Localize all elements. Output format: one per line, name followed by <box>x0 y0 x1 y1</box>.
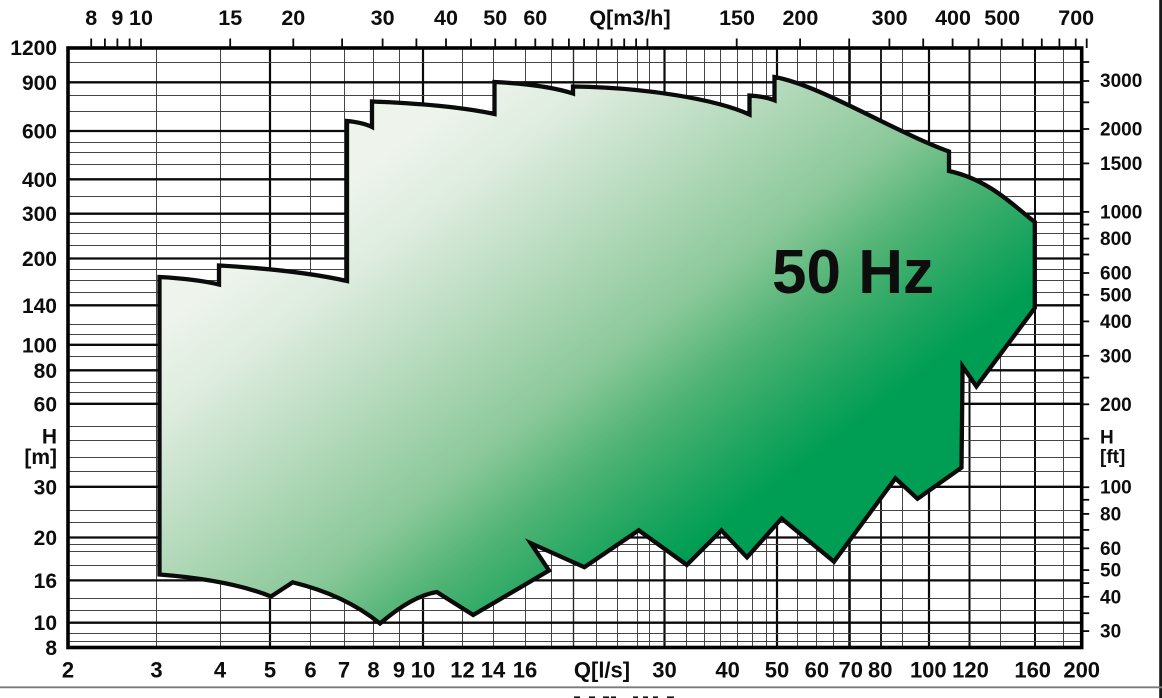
svg-text:400: 400 <box>935 6 971 30</box>
svg-text:40: 40 <box>1100 587 1121 608</box>
svg-text:400: 400 <box>22 169 57 192</box>
svg-text:80: 80 <box>868 658 892 683</box>
svg-text:20: 20 <box>34 527 57 550</box>
svg-text:100: 100 <box>910 658 947 683</box>
svg-text:H: H <box>1100 428 1114 449</box>
svg-text:100: 100 <box>22 334 57 357</box>
svg-text:30: 30 <box>652 658 676 683</box>
svg-text:120: 120 <box>952 658 989 683</box>
svg-text:5: 5 <box>264 658 276 683</box>
svg-text:9: 9 <box>111 6 123 30</box>
svg-text:80: 80 <box>34 360 57 383</box>
svg-text:200: 200 <box>1100 395 1132 416</box>
svg-text:3: 3 <box>150 658 162 683</box>
svg-text:160: 160 <box>1014 658 1051 683</box>
svg-text:150: 150 <box>719 6 755 30</box>
svg-text:Q[l/s]: Q[l/s] <box>574 658 630 683</box>
svg-text:60: 60 <box>34 393 57 416</box>
svg-text:70: 70 <box>839 658 863 683</box>
svg-text:600: 600 <box>22 121 57 144</box>
svg-text:500: 500 <box>1100 285 1132 306</box>
svg-text:15: 15 <box>218 6 242 30</box>
svg-text:30: 30 <box>34 476 57 499</box>
svg-text:Q[m3/h]: Q[m3/h] <box>589 6 670 30</box>
svg-text:2: 2 <box>62 658 74 683</box>
svg-text:4: 4 <box>214 658 227 683</box>
svg-text:30: 30 <box>1100 622 1121 643</box>
svg-text:50 Hz: 50 Hz <box>772 238 934 307</box>
svg-text:1000: 1000 <box>1100 202 1142 223</box>
svg-text:50: 50 <box>1100 561 1121 582</box>
svg-text:30: 30 <box>371 6 395 30</box>
svg-text:12: 12 <box>450 658 474 683</box>
svg-text:60: 60 <box>805 658 829 683</box>
svg-text:300: 300 <box>872 6 908 30</box>
svg-text:500: 500 <box>984 6 1020 30</box>
svg-text:3000: 3000 <box>1100 71 1142 92</box>
svg-text:60: 60 <box>1100 539 1121 560</box>
svg-text:300: 300 <box>22 203 57 226</box>
svg-text:60: 60 <box>523 6 547 30</box>
svg-text:1200: 1200 <box>10 37 57 60</box>
svg-text:6: 6 <box>304 658 316 683</box>
svg-text:10: 10 <box>34 612 57 635</box>
svg-text:14: 14 <box>481 658 506 683</box>
svg-text:50: 50 <box>483 6 507 30</box>
svg-text:[m]: [m] <box>24 446 57 469</box>
svg-text:20: 20 <box>281 6 305 30</box>
svg-text:10: 10 <box>129 6 153 30</box>
svg-text:600: 600 <box>1100 264 1132 285</box>
svg-text:2000: 2000 <box>1100 120 1142 141</box>
svg-text:10: 10 <box>411 658 435 683</box>
svg-text:8: 8 <box>85 6 97 30</box>
svg-text:50: 50 <box>765 658 789 683</box>
svg-text:40: 40 <box>434 6 458 30</box>
svg-text:700: 700 <box>1058 6 1094 30</box>
svg-text:H: H <box>42 426 57 449</box>
svg-text:16: 16 <box>513 658 537 683</box>
svg-text:200: 200 <box>22 248 57 271</box>
svg-text:8: 8 <box>45 637 57 660</box>
svg-text:200: 200 <box>1063 658 1100 683</box>
svg-text:100: 100 <box>1100 478 1132 499</box>
svg-text:400: 400 <box>1100 312 1132 333</box>
svg-text:1500: 1500 <box>1100 154 1142 175</box>
svg-text:40: 40 <box>715 658 739 683</box>
svg-text:140: 140 <box>22 295 57 318</box>
svg-text:[ft]: [ft] <box>1100 447 1125 468</box>
svg-text:80: 80 <box>1100 504 1121 525</box>
svg-text:200: 200 <box>782 6 818 30</box>
svg-text:9: 9 <box>393 658 405 683</box>
svg-text:800: 800 <box>1100 229 1132 250</box>
svg-text:16: 16 <box>34 570 57 593</box>
svg-text:8: 8 <box>367 658 379 683</box>
svg-text:900: 900 <box>22 72 57 95</box>
svg-text:300: 300 <box>1100 346 1132 367</box>
svg-text:7: 7 <box>338 658 350 683</box>
